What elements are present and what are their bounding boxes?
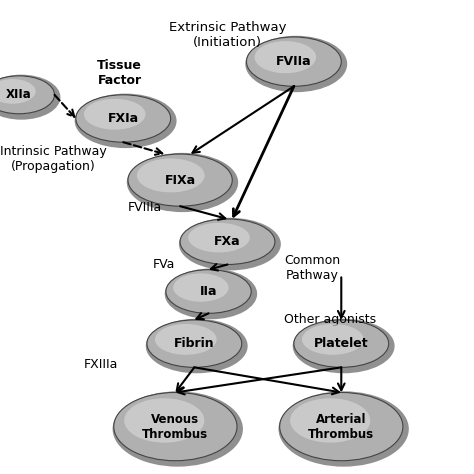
Ellipse shape <box>246 36 347 92</box>
Ellipse shape <box>0 74 60 119</box>
Text: Intrinsic Pathway
(Propagation): Intrinsic Pathway (Propagation) <box>0 145 107 173</box>
Text: FVIIa: FVIIa <box>276 55 312 68</box>
Text: Tissue
Factor: Tissue Factor <box>97 59 142 88</box>
Text: Common
Pathway: Common Pathway <box>284 254 340 282</box>
Ellipse shape <box>188 223 250 253</box>
Ellipse shape <box>173 273 228 302</box>
Ellipse shape <box>280 392 403 461</box>
Text: FXIIIa: FXIIIa <box>84 358 118 371</box>
Text: FXa: FXa <box>214 235 241 248</box>
Ellipse shape <box>76 95 171 142</box>
Ellipse shape <box>302 324 364 355</box>
Text: FXIa: FXIa <box>108 112 139 125</box>
Text: Platelet: Platelet <box>314 337 369 350</box>
Ellipse shape <box>292 319 394 374</box>
Ellipse shape <box>75 94 176 148</box>
Ellipse shape <box>146 319 247 374</box>
Text: Venous
Thrombus: Venous Thrombus <box>142 412 209 441</box>
Ellipse shape <box>0 79 36 104</box>
Text: Other agonists: Other agonists <box>284 313 376 326</box>
Ellipse shape <box>112 392 243 466</box>
Ellipse shape <box>127 153 238 212</box>
Ellipse shape <box>137 158 205 192</box>
Text: FVIIIa: FVIIIa <box>128 201 162 214</box>
Ellipse shape <box>294 320 389 367</box>
Ellipse shape <box>166 270 251 313</box>
Ellipse shape <box>180 219 275 264</box>
Ellipse shape <box>84 99 146 130</box>
Text: Fibrin: Fibrin <box>174 337 215 350</box>
Text: FVa: FVa <box>153 258 175 271</box>
Ellipse shape <box>246 37 341 86</box>
Ellipse shape <box>278 392 409 466</box>
Text: Arterial
Thrombus: Arterial Thrombus <box>308 412 374 441</box>
Ellipse shape <box>114 392 237 461</box>
Ellipse shape <box>155 324 217 355</box>
Text: Extrinsic Pathway
(Initiation): Extrinsic Pathway (Initiation) <box>169 21 286 49</box>
Ellipse shape <box>128 154 232 206</box>
Ellipse shape <box>290 398 370 443</box>
Text: IIa: IIa <box>200 285 217 298</box>
Text: FIXa: FIXa <box>164 173 196 187</box>
Text: XIIa: XIIa <box>6 88 32 101</box>
Ellipse shape <box>0 76 55 114</box>
Ellipse shape <box>165 268 257 319</box>
Ellipse shape <box>124 398 204 443</box>
Ellipse shape <box>179 218 281 270</box>
Ellipse shape <box>147 320 242 367</box>
Ellipse shape <box>255 41 316 73</box>
